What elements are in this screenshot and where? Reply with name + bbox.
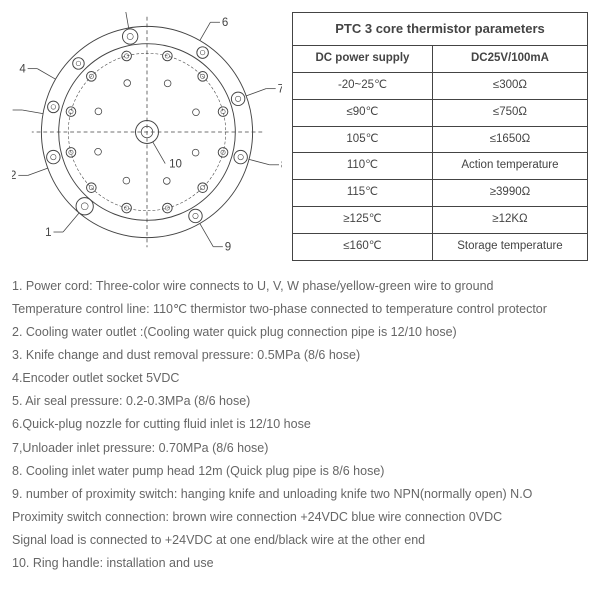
svg-text:6: 6 bbox=[222, 17, 228, 29]
table-title: PTC 3 core thermistor parameters bbox=[293, 13, 588, 46]
table-cell: 110℃ bbox=[293, 153, 433, 180]
table-cell: ≤1650Ω bbox=[432, 126, 587, 153]
table-cell: -20~25℃ bbox=[293, 72, 433, 99]
table-row: 110℃Action temperature bbox=[293, 153, 588, 180]
table-cell: ≤90℃ bbox=[293, 99, 433, 126]
svg-text:2: 2 bbox=[12, 170, 16, 182]
svg-text:9: 9 bbox=[225, 242, 231, 252]
table-cell: ≤300Ω bbox=[432, 72, 587, 99]
table-header-col1: DC power supply bbox=[293, 46, 433, 73]
note-line: 10. Ring handle: installation and use bbox=[12, 552, 588, 575]
note-line: 5. Air seal pressure: 0.2-0.3MPa (8/6 ho… bbox=[12, 390, 588, 413]
note-line: 3. Knife change and dust removal pressur… bbox=[12, 344, 588, 367]
table-cell: 115℃ bbox=[293, 180, 433, 207]
table-row: 105℃≤1650Ω bbox=[293, 126, 588, 153]
table-row: -20~25℃≤300Ω bbox=[293, 72, 588, 99]
table-cell: Action temperature bbox=[432, 153, 587, 180]
note-line: Signal load is connected to +24VDC at on… bbox=[12, 529, 588, 552]
table-cell: Storage temperature bbox=[432, 233, 587, 260]
note-line: 8. Cooling inlet water pump head 12m (Qu… bbox=[12, 460, 588, 483]
note-line: 4.Encoder outlet socket 5VDC bbox=[12, 367, 588, 390]
table-header-col2: DC25V/100mA bbox=[432, 46, 587, 73]
note-line: 1. Power cord: Three-color wire connects… bbox=[12, 275, 588, 298]
table-cell: ≥3990Ω bbox=[432, 180, 587, 207]
svg-text:1: 1 bbox=[45, 227, 51, 239]
notes-list: 1. Power cord: Three-color wire connects… bbox=[12, 275, 588, 576]
note-line: 9. number of proximity switch: hanging k… bbox=[12, 483, 588, 506]
svg-text:5: 5 bbox=[107, 12, 113, 14]
note-line: Proximity switch connection: brown wire … bbox=[12, 506, 588, 529]
svg-text:8: 8 bbox=[281, 160, 282, 172]
table-row: ≤90℃≤750Ω bbox=[293, 99, 588, 126]
table-cell: ≥125℃ bbox=[293, 207, 433, 234]
table-row: ≤160℃Storage temperature bbox=[293, 233, 588, 260]
note-line: 6.Quick-plug nozzle for cutting fluid in… bbox=[12, 413, 588, 436]
note-line: 2. Cooling water outlet :(Cooling water … bbox=[12, 321, 588, 344]
table-cell: ≥12KΩ bbox=[432, 207, 587, 234]
table-row: 115℃≥3990Ω bbox=[293, 180, 588, 207]
note-line: 7,Unloader inlet pressure: 0.70MPa (8/6 … bbox=[12, 437, 588, 460]
note-line: Temperature control line: 110℃ thermisto… bbox=[12, 298, 588, 321]
thermistor-parameter-table: PTC 3 core thermistor parameters DC powe… bbox=[292, 12, 588, 261]
table-cell: ≤160℃ bbox=[293, 233, 433, 260]
svg-text:10: 10 bbox=[169, 158, 182, 170]
table-row: ≥125℃≥12KΩ bbox=[293, 207, 588, 234]
svg-text:4: 4 bbox=[19, 63, 26, 75]
svg-text:7: 7 bbox=[278, 83, 282, 95]
table-cell: ≤750Ω bbox=[432, 99, 587, 126]
table-cell: 105℃ bbox=[293, 126, 433, 153]
flange-diagram: 10543219768 bbox=[12, 12, 282, 252]
